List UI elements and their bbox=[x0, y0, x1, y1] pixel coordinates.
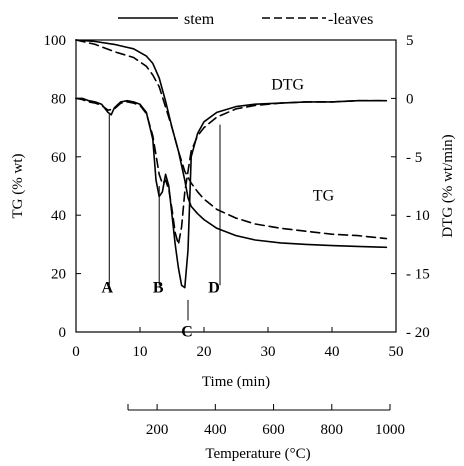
y-left-tick-label: 40 bbox=[51, 208, 66, 224]
series-stem-dtg-line bbox=[75, 97, 388, 289]
series-leaves-tg-line bbox=[75, 39, 388, 240]
curve-labels: DTG TG bbox=[271, 77, 334, 205]
x-axis-ticks: 0 10 20 30 40 50 bbox=[72, 327, 404, 360]
y-right-tick-label: 5 bbox=[406, 33, 414, 49]
curve-label-tg: TG bbox=[313, 188, 335, 205]
temperature-tick-label: 400 bbox=[204, 422, 227, 438]
legend-leaves-label: -leaves bbox=[328, 11, 373, 28]
curve-label-dtg: DTG bbox=[271, 77, 304, 94]
x-tick-label: 40 bbox=[325, 344, 340, 360]
marker-b-label: B bbox=[153, 279, 164, 296]
series-leaves-dtg-line bbox=[75, 97, 388, 246]
event-markers: A B C D bbox=[101, 114, 221, 340]
plot-area-frame bbox=[75, 39, 397, 333]
x-tick-label: 10 bbox=[133, 344, 148, 360]
x-tick-label: 0 bbox=[72, 344, 80, 360]
temperature-axis-title: Temperature (°C) bbox=[205, 446, 310, 462]
temperature-tick-label: 1000 bbox=[375, 422, 405, 438]
marker-c-label: C bbox=[181, 323, 193, 340]
y-left-axis-title: TG (% wt) bbox=[10, 154, 26, 219]
y-right-axis-title: DTG (% wt/min) bbox=[440, 134, 456, 237]
series-lines bbox=[75, 39, 388, 289]
y-left-tick-label: 100 bbox=[44, 33, 67, 49]
series-stem-tg-line bbox=[75, 39, 388, 249]
temperature-axis-ticks: 200 400 600 800 1000 bbox=[127, 404, 405, 438]
x-tick-label: 30 bbox=[261, 344, 276, 360]
y-right-tick-label: - 15 bbox=[406, 267, 430, 283]
y-right-axis-ticks: 5 0 - 5 - 10 - 15 - 20 bbox=[391, 33, 430, 341]
y-right-tick-label: - 10 bbox=[406, 208, 430, 224]
temperature-tick-label: 600 bbox=[262, 422, 285, 438]
legend-stem-label: stem bbox=[184, 11, 215, 28]
temperature-tick-label: 200 bbox=[146, 422, 169, 438]
y-right-tick-label: - 20 bbox=[406, 325, 430, 341]
x-tick-label: 50 bbox=[389, 344, 404, 360]
marker-a-label: A bbox=[101, 279, 113, 296]
x-axis-title: Time (min) bbox=[202, 374, 270, 390]
x-tick-label: 20 bbox=[197, 344, 212, 360]
y-right-tick-label: - 5 bbox=[406, 150, 422, 166]
legend: stem -leaves bbox=[118, 11, 373, 28]
y-right-tick-label: 0 bbox=[406, 91, 414, 107]
y-left-tick-label: 20 bbox=[51, 267, 66, 283]
y-left-axis-ticks: 0 20 40 60 80 100 bbox=[44, 33, 81, 341]
temperature-tick-label: 800 bbox=[321, 422, 344, 438]
y-left-tick-label: 60 bbox=[51, 150, 66, 166]
marker-d-label: D bbox=[208, 279, 220, 296]
y-left-tick-label: 0 bbox=[59, 325, 67, 341]
y-left-tick-label: 80 bbox=[51, 91, 66, 107]
